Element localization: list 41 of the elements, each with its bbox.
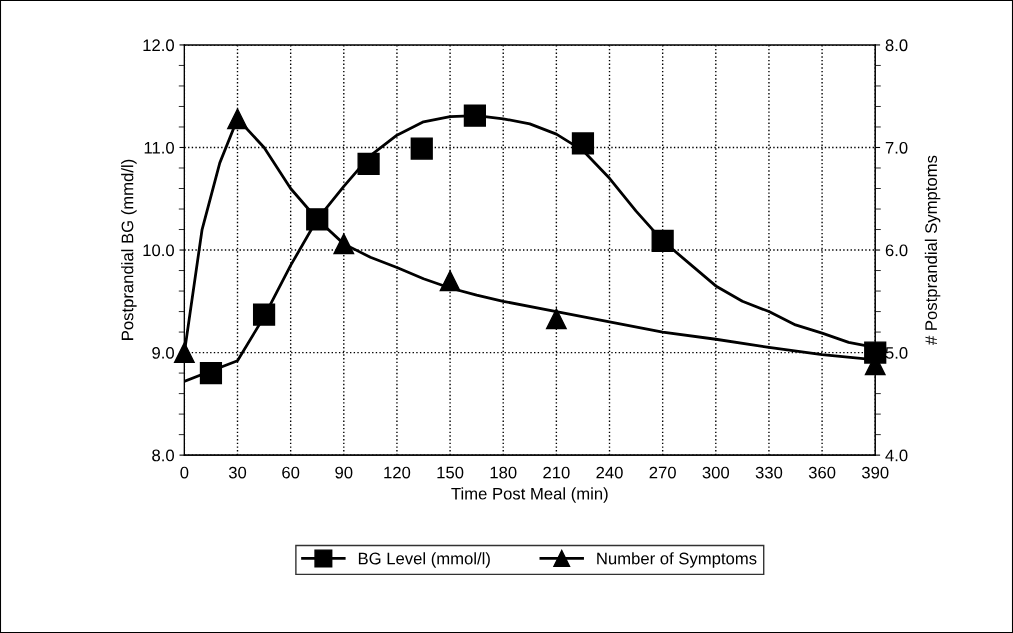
x-tick-label: 150 — [437, 466, 464, 479]
point — [252, 303, 276, 326]
point — [410, 137, 433, 160]
y2-tick-label: 7.0 — [885, 141, 908, 154]
x-tick-label: 30 — [228, 466, 247, 479]
x-axis-title: Time Post Meal (min) — [451, 487, 608, 503]
y-axis-title: Postprandial BG (mmd/l) — [121, 159, 137, 340]
point — [545, 308, 567, 330]
x-tick-label: 180 — [490, 466, 517, 479]
x-tick-label: 270 — [649, 466, 676, 479]
y2-tick-label: 6.0 — [885, 244, 908, 257]
y-tick-label: 12.0 — [143, 39, 174, 52]
x-tick-label: 0 — [180, 466, 189, 479]
legend-label: BG Level (mmol/l) — [358, 552, 490, 568]
y-tick-label: 9.0 — [152, 346, 174, 359]
x-tick-label: 60 — [282, 466, 300, 479]
point — [571, 132, 595, 155]
point — [439, 270, 461, 292]
x-tick-label: 300 — [702, 466, 730, 479]
x-tick-label: 210 — [543, 466, 570, 479]
point — [357, 152, 380, 176]
point — [333, 233, 355, 255]
point — [199, 361, 223, 385]
y-tick-label: 11.0 — [144, 141, 174, 154]
y-tick-label: 8.0 — [152, 449, 174, 462]
point — [173, 342, 195, 363]
y-tick-label: 10.0 — [143, 244, 174, 257]
x-tick-label: 390 — [861, 466, 889, 479]
point — [463, 104, 486, 127]
legend-label: Number of Symptoms — [597, 552, 757, 568]
x-tick-label: 240 — [596, 466, 623, 479]
y2-tick-label: 5.0 — [885, 346, 908, 359]
point — [651, 229, 674, 252]
point — [227, 108, 248, 130]
y2-tick-label: 8.0 — [885, 39, 908, 52]
x-tick-label: 120 — [384, 466, 411, 479]
y2-tick-label: 4.0 — [885, 449, 908, 462]
x-tick-label: 90 — [335, 466, 353, 479]
x-tick-label: 360 — [808, 466, 836, 479]
x-tick-label: 330 — [755, 466, 783, 479]
y2-axis-title: # Postprandial Symptoms — [924, 155, 941, 345]
